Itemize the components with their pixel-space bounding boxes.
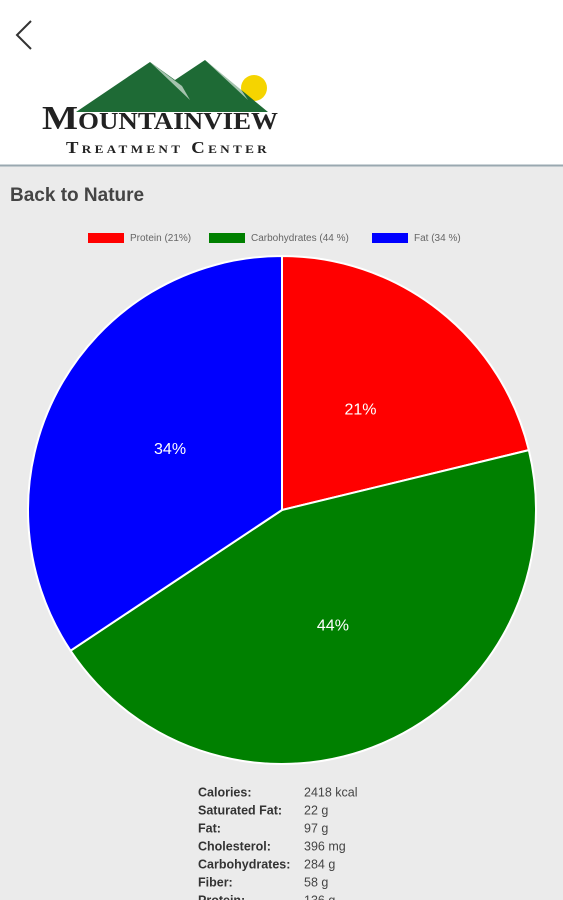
slice-label: 21%: [344, 401, 376, 418]
legend-label[interactable]: Protein (21%): [130, 233, 191, 244]
nutrient-label: Fiber:: [198, 875, 233, 889]
nutrient-value: 284 g: [304, 857, 335, 871]
nutrient-label: Protein:: [198, 893, 245, 900]
legend-label[interactable]: Fat (34 %): [414, 233, 461, 244]
logo-name: Mountainview: [42, 100, 278, 137]
header: [0, 0, 563, 165]
logo-tagline: Treatment Center: [66, 138, 270, 157]
nutrient-label: Calories:: [198, 785, 252, 799]
legend-swatch[interactable]: [372, 233, 408, 243]
pie-chart: Protein (21%) Carbohydrates (44 %) Fat (34…: [27, 233, 537, 765]
slice-label: 44%: [317, 618, 349, 635]
pie-slice: [281, 254, 531, 512]
pie-slice: [27, 254, 283, 653]
page-title: Back to Nature: [10, 185, 144, 206]
nutrient-value: 97 g: [304, 821, 328, 835]
logo: Mountainview Treatment Center: [42, 60, 278, 157]
legend-label[interactable]: Carbohydrates (44 %): [251, 233, 349, 244]
nutrient-value: 2418 kcal: [304, 785, 358, 799]
nutrient-label: Cholesterol:: [198, 839, 271, 853]
legend-swatch[interactable]: [88, 233, 124, 243]
nutrient-label: Saturated Fat:: [198, 803, 282, 817]
pie-slice: [69, 448, 537, 765]
nutrient-label: Fat:: [198, 821, 221, 835]
back-button[interactable]: [15, 20, 32, 50]
slice-label: 34%: [154, 441, 186, 458]
nutrient-value: 136 g: [304, 893, 335, 900]
nutrient-label: Carbohydrates:: [198, 857, 290, 871]
logo-snow: [150, 60, 248, 100]
nutrient-value: 396 mg: [304, 839, 346, 853]
logo-sun: [241, 75, 267, 101]
nutrient-value: 58 g: [304, 875, 328, 889]
nutrition-table: Calories: 2418 kcal Saturated Fat: 22 g Fat:…: [198, 785, 358, 900]
legend-swatch[interactable]: [209, 233, 245, 243]
nutrient-value: 22 g: [304, 803, 328, 817]
